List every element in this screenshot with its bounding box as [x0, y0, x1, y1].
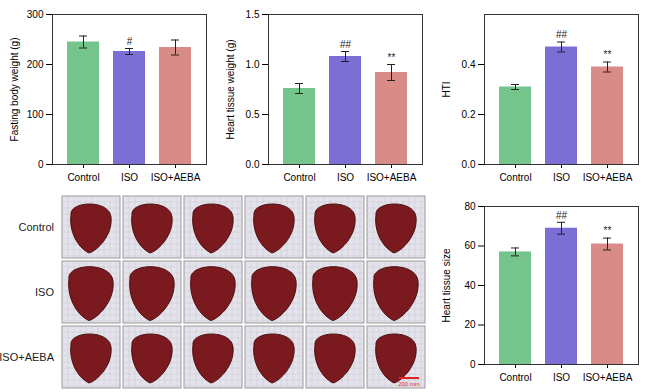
svg-text:300: 300 [27, 9, 44, 20]
svg-text:#: # [127, 36, 133, 47]
svg-text:ISO+AEBA: ISO+AEBA [0, 351, 55, 363]
svg-text:40: 40 [464, 280, 476, 291]
svg-text:HTI: HTI [441, 81, 452, 97]
svg-text:ISO: ISO [337, 172, 354, 183]
svg-text:##: ## [556, 29, 568, 40]
svg-text:Control: Control [19, 221, 54, 233]
svg-text:Fasting body weight (g): Fasting body weight (g) [9, 38, 20, 142]
svg-text:ISO: ISO [121, 172, 138, 183]
svg-text:**: ** [604, 225, 612, 236]
svg-text:ISO: ISO [35, 286, 54, 298]
svg-text:200 mm: 200 mm [398, 381, 420, 387]
svg-text:0: 0 [38, 159, 44, 170]
svg-text:ISO+AEBA: ISO+AEBA [583, 172, 633, 183]
svg-text:100: 100 [27, 109, 44, 120]
svg-text:Heart tissue weight (g): Heart tissue weight (g) [225, 39, 236, 139]
svg-text:##: ## [556, 210, 568, 221]
svg-text:**: ** [604, 49, 612, 60]
svg-text:0.2: 0.2 [462, 109, 476, 120]
svg-text:Control: Control [499, 172, 531, 183]
svg-text:200: 200 [27, 59, 44, 70]
svg-text:60: 60 [464, 240, 476, 251]
svg-text:0.5: 0.5 [246, 109, 260, 120]
svg-text:80: 80 [464, 201, 476, 212]
svg-text:ISO: ISO [553, 172, 570, 183]
svg-text:ISO+AEBA: ISO+AEBA [583, 372, 633, 383]
svg-text:ISO+AEBA: ISO+AEBA [151, 172, 201, 183]
svg-text:0.4: 0.4 [462, 59, 476, 70]
svg-text:##: ## [340, 39, 352, 50]
svg-text:Control: Control [283, 172, 315, 183]
svg-text:0.0: 0.0 [246, 159, 260, 170]
svg-text:**: ** [388, 52, 396, 63]
svg-text:Control: Control [67, 172, 99, 183]
svg-text:ISO: ISO [553, 372, 570, 383]
svg-text:20: 20 [464, 319, 476, 330]
svg-text:0: 0 [470, 359, 476, 370]
svg-text:1.5: 1.5 [246, 9, 260, 20]
svg-text:Control: Control [499, 372, 531, 383]
svg-text:ISO+AEBA: ISO+AEBA [367, 172, 417, 183]
svg-text:Heart tissue size: Heart tissue size [441, 248, 452, 322]
svg-text:0.0: 0.0 [462, 159, 476, 170]
svg-text:1.0: 1.0 [246, 59, 260, 70]
